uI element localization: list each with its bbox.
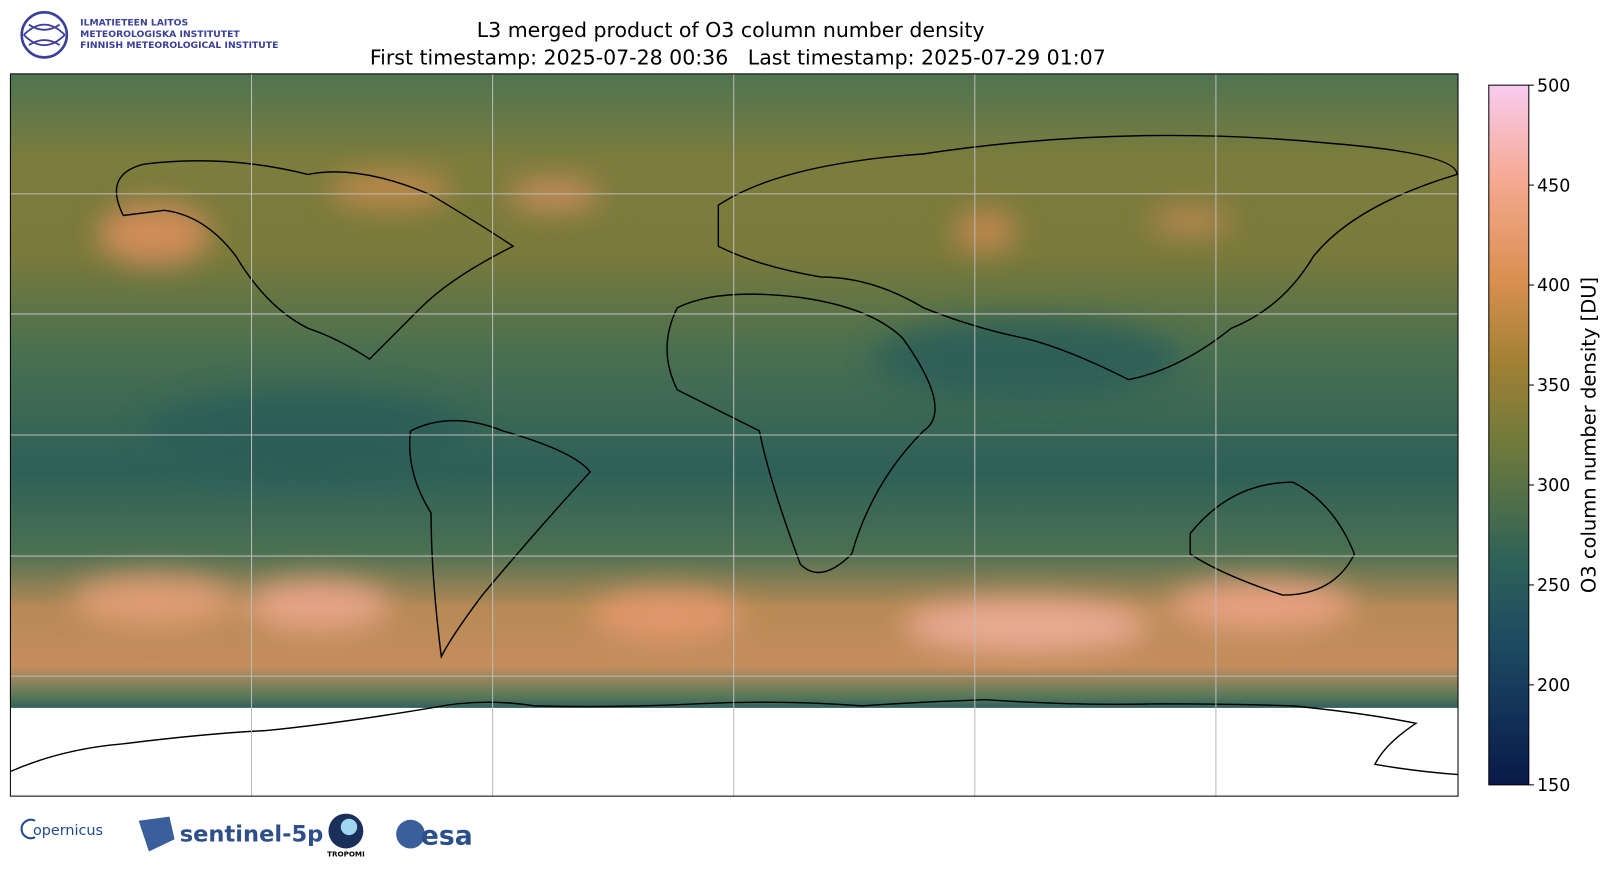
colorbar	[1488, 84, 1530, 786]
logo-line: METEOROLOGISKA INSTITUTET	[80, 29, 240, 40]
colorbar-label: O3 column number density [DU]	[1578, 277, 1601, 593]
tropomi-logo: TROPOMI	[327, 850, 365, 859]
logo-line: ILMATIETEEN LAITOS	[80, 18, 188, 29]
esa-logo: esa	[421, 820, 473, 851]
logo-line: FINNISH METEOROLOGICAL INSTITUTE	[80, 40, 278, 51]
fmi-logo: ILMATIETEEN LAITOS METEOROLOGISKA INSTIT…	[20, 11, 278, 59]
sentinel-logo: sentinel-5p	[180, 821, 324, 847]
map-frame	[9, 73, 1459, 797]
graticule	[10, 73, 1459, 797]
colorbar-tick-label: 200	[1537, 676, 1570, 696]
title: L3 merged product of O3 column number de…	[477, 18, 985, 42]
colorbar-tick-label: 350	[1537, 376, 1570, 396]
colorbar-tick-label: 300	[1537, 476, 1570, 496]
colorbar-tick-label: 450	[1537, 176, 1570, 196]
map	[10, 73, 1459, 797]
copernicus-logo: opernicus	[33, 823, 103, 839]
colorbar-tick-label: 150	[1537, 776, 1570, 796]
colorbar-tick-label: 400	[1537, 276, 1570, 296]
subtitle: First timestamp: 2025-07-28 00:36 Last t…	[370, 46, 1106, 70]
footer-logos: opernicus sentinel-5p TROPOMI esa	[20, 813, 473, 859]
colorbar-tick-label: 500	[1537, 76, 1570, 96]
colorbar-tick-label: 250	[1537, 576, 1570, 596]
